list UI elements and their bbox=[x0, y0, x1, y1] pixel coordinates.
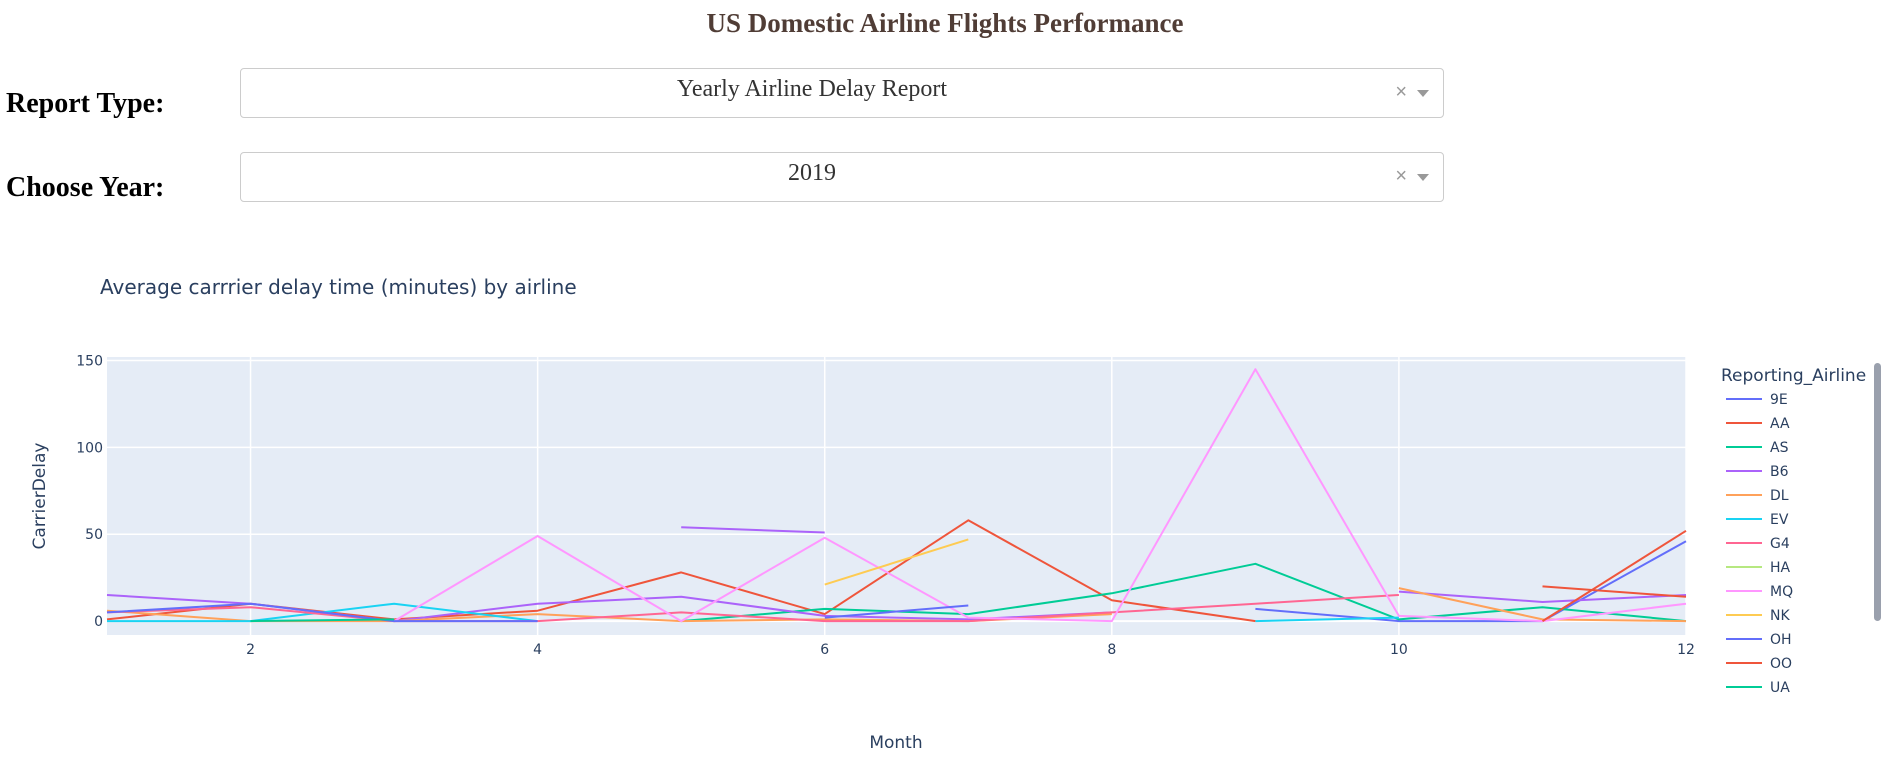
legend-label: AS bbox=[1770, 440, 1789, 456]
report-type-value: Yearly Airline Delay Report bbox=[676, 76, 948, 102]
series-line-ua bbox=[250, 618, 395, 623]
series-line-b6 bbox=[681, 526, 825, 534]
page-title: US Domestic Airline Flights Performance bbox=[706, 8, 1184, 38]
series-line-dl bbox=[1398, 587, 1687, 623]
x-axis-label: Month bbox=[869, 733, 922, 753]
choose-year-label: Choose Year: bbox=[6, 172, 165, 203]
y-axis-label: CarrierDelay bbox=[30, 443, 50, 550]
year-dropdown[interactable]: 2019 × bbox=[240, 152, 1444, 202]
y-tick-label: 0 bbox=[94, 614, 103, 630]
y-tick-label: 150 bbox=[76, 353, 103, 369]
legend-label: EV bbox=[1770, 512, 1789, 528]
legend-item-nk[interactable]: NK bbox=[1726, 608, 1790, 624]
legend-label: AA bbox=[1770, 416, 1790, 432]
x-tick-label: 6 bbox=[820, 642, 829, 658]
legend-item-as[interactable]: AS bbox=[1726, 440, 1789, 456]
x-tick-label: 12 bbox=[1677, 642, 1695, 658]
legend-item-b6[interactable]: B6 bbox=[1726, 464, 1789, 480]
year-value: 2019 bbox=[788, 160, 836, 186]
legend-label: MQ bbox=[1770, 584, 1793, 600]
legend-label: 9E bbox=[1770, 392, 1788, 408]
legend-label: UA bbox=[1770, 680, 1790, 696]
legend-label: DL bbox=[1770, 488, 1789, 504]
carrier-delay-line-chart: Average carrrier delay time (minutes) by… bbox=[30, 275, 1866, 753]
series-line-oh bbox=[106, 602, 538, 623]
legend-item-aa[interactable]: AA bbox=[1726, 416, 1790, 432]
series-line-g4 bbox=[106, 594, 1399, 623]
series-line-9e bbox=[1255, 540, 1687, 623]
legend-label: B6 bbox=[1770, 464, 1789, 480]
legend-item-ha[interactable]: HA bbox=[1726, 560, 1791, 576]
legend-title: Reporting_Airline bbox=[1721, 366, 1866, 386]
series-line-oo bbox=[1542, 585, 1687, 598]
year-chevron-down-icon[interactable] bbox=[1417, 174, 1429, 181]
year-clear-icon[interactable]: × bbox=[1395, 165, 1407, 187]
chart-title: Average carrrier delay time (minutes) by… bbox=[100, 275, 577, 299]
series-line-oo bbox=[1541, 529, 1687, 622]
series-line-as bbox=[681, 562, 1687, 623]
legend-label: G4 bbox=[1770, 536, 1790, 552]
legend-label: OO bbox=[1770, 656, 1792, 672]
series-line-b6 bbox=[1398, 590, 1687, 603]
series-line-nk bbox=[824, 538, 969, 586]
x-tick-label: 2 bbox=[246, 642, 255, 658]
report-type-dropdown[interactable]: Yearly Airline Delay Report × bbox=[240, 68, 1444, 118]
x-tick-label: 4 bbox=[533, 642, 542, 658]
series-line-oh bbox=[824, 604, 969, 619]
series-line-ev bbox=[1255, 616, 1399, 623]
legend[interactable]: 9E AA AS B6 DL EV G4 HA MQ NK OH OO UA bbox=[1726, 392, 1793, 696]
tick-labels: 2 4 6 8 10 12 0 50 100 150 bbox=[76, 353, 1695, 658]
series-lines bbox=[106, 368, 1687, 623]
legend-label: HA bbox=[1770, 560, 1791, 576]
report-type-chevron-down-icon[interactable] bbox=[1417, 90, 1429, 97]
legend-item-9e[interactable]: 9E bbox=[1726, 392, 1788, 408]
report-type-clear-icon[interactable]: × bbox=[1395, 81, 1407, 103]
plot-area bbox=[107, 357, 1686, 635]
report-type-label: Report Type: bbox=[6, 88, 165, 119]
y-tick-label: 100 bbox=[76, 440, 103, 456]
legend-label: NK bbox=[1770, 608, 1790, 624]
legend-item-g4[interactable]: G4 bbox=[1726, 536, 1790, 552]
x-tick-label: 10 bbox=[1390, 642, 1408, 658]
legend-item-ua[interactable]: UA bbox=[1726, 680, 1790, 696]
legend-item-mq[interactable]: MQ bbox=[1726, 584, 1793, 600]
legend-label: OH bbox=[1770, 632, 1792, 648]
legend-item-oo[interactable]: OO bbox=[1726, 656, 1792, 672]
legend-item-oh[interactable]: OH bbox=[1726, 632, 1792, 648]
x-tick-label: 8 bbox=[1107, 642, 1116, 658]
series-line-mq bbox=[393, 368, 1687, 623]
y-tick-label: 50 bbox=[85, 527, 103, 543]
legend-scrollbar[interactable] bbox=[1874, 363, 1881, 621]
legend-item-ev[interactable]: EV bbox=[1726, 512, 1789, 528]
legend-item-dl[interactable]: DL bbox=[1726, 488, 1789, 504]
